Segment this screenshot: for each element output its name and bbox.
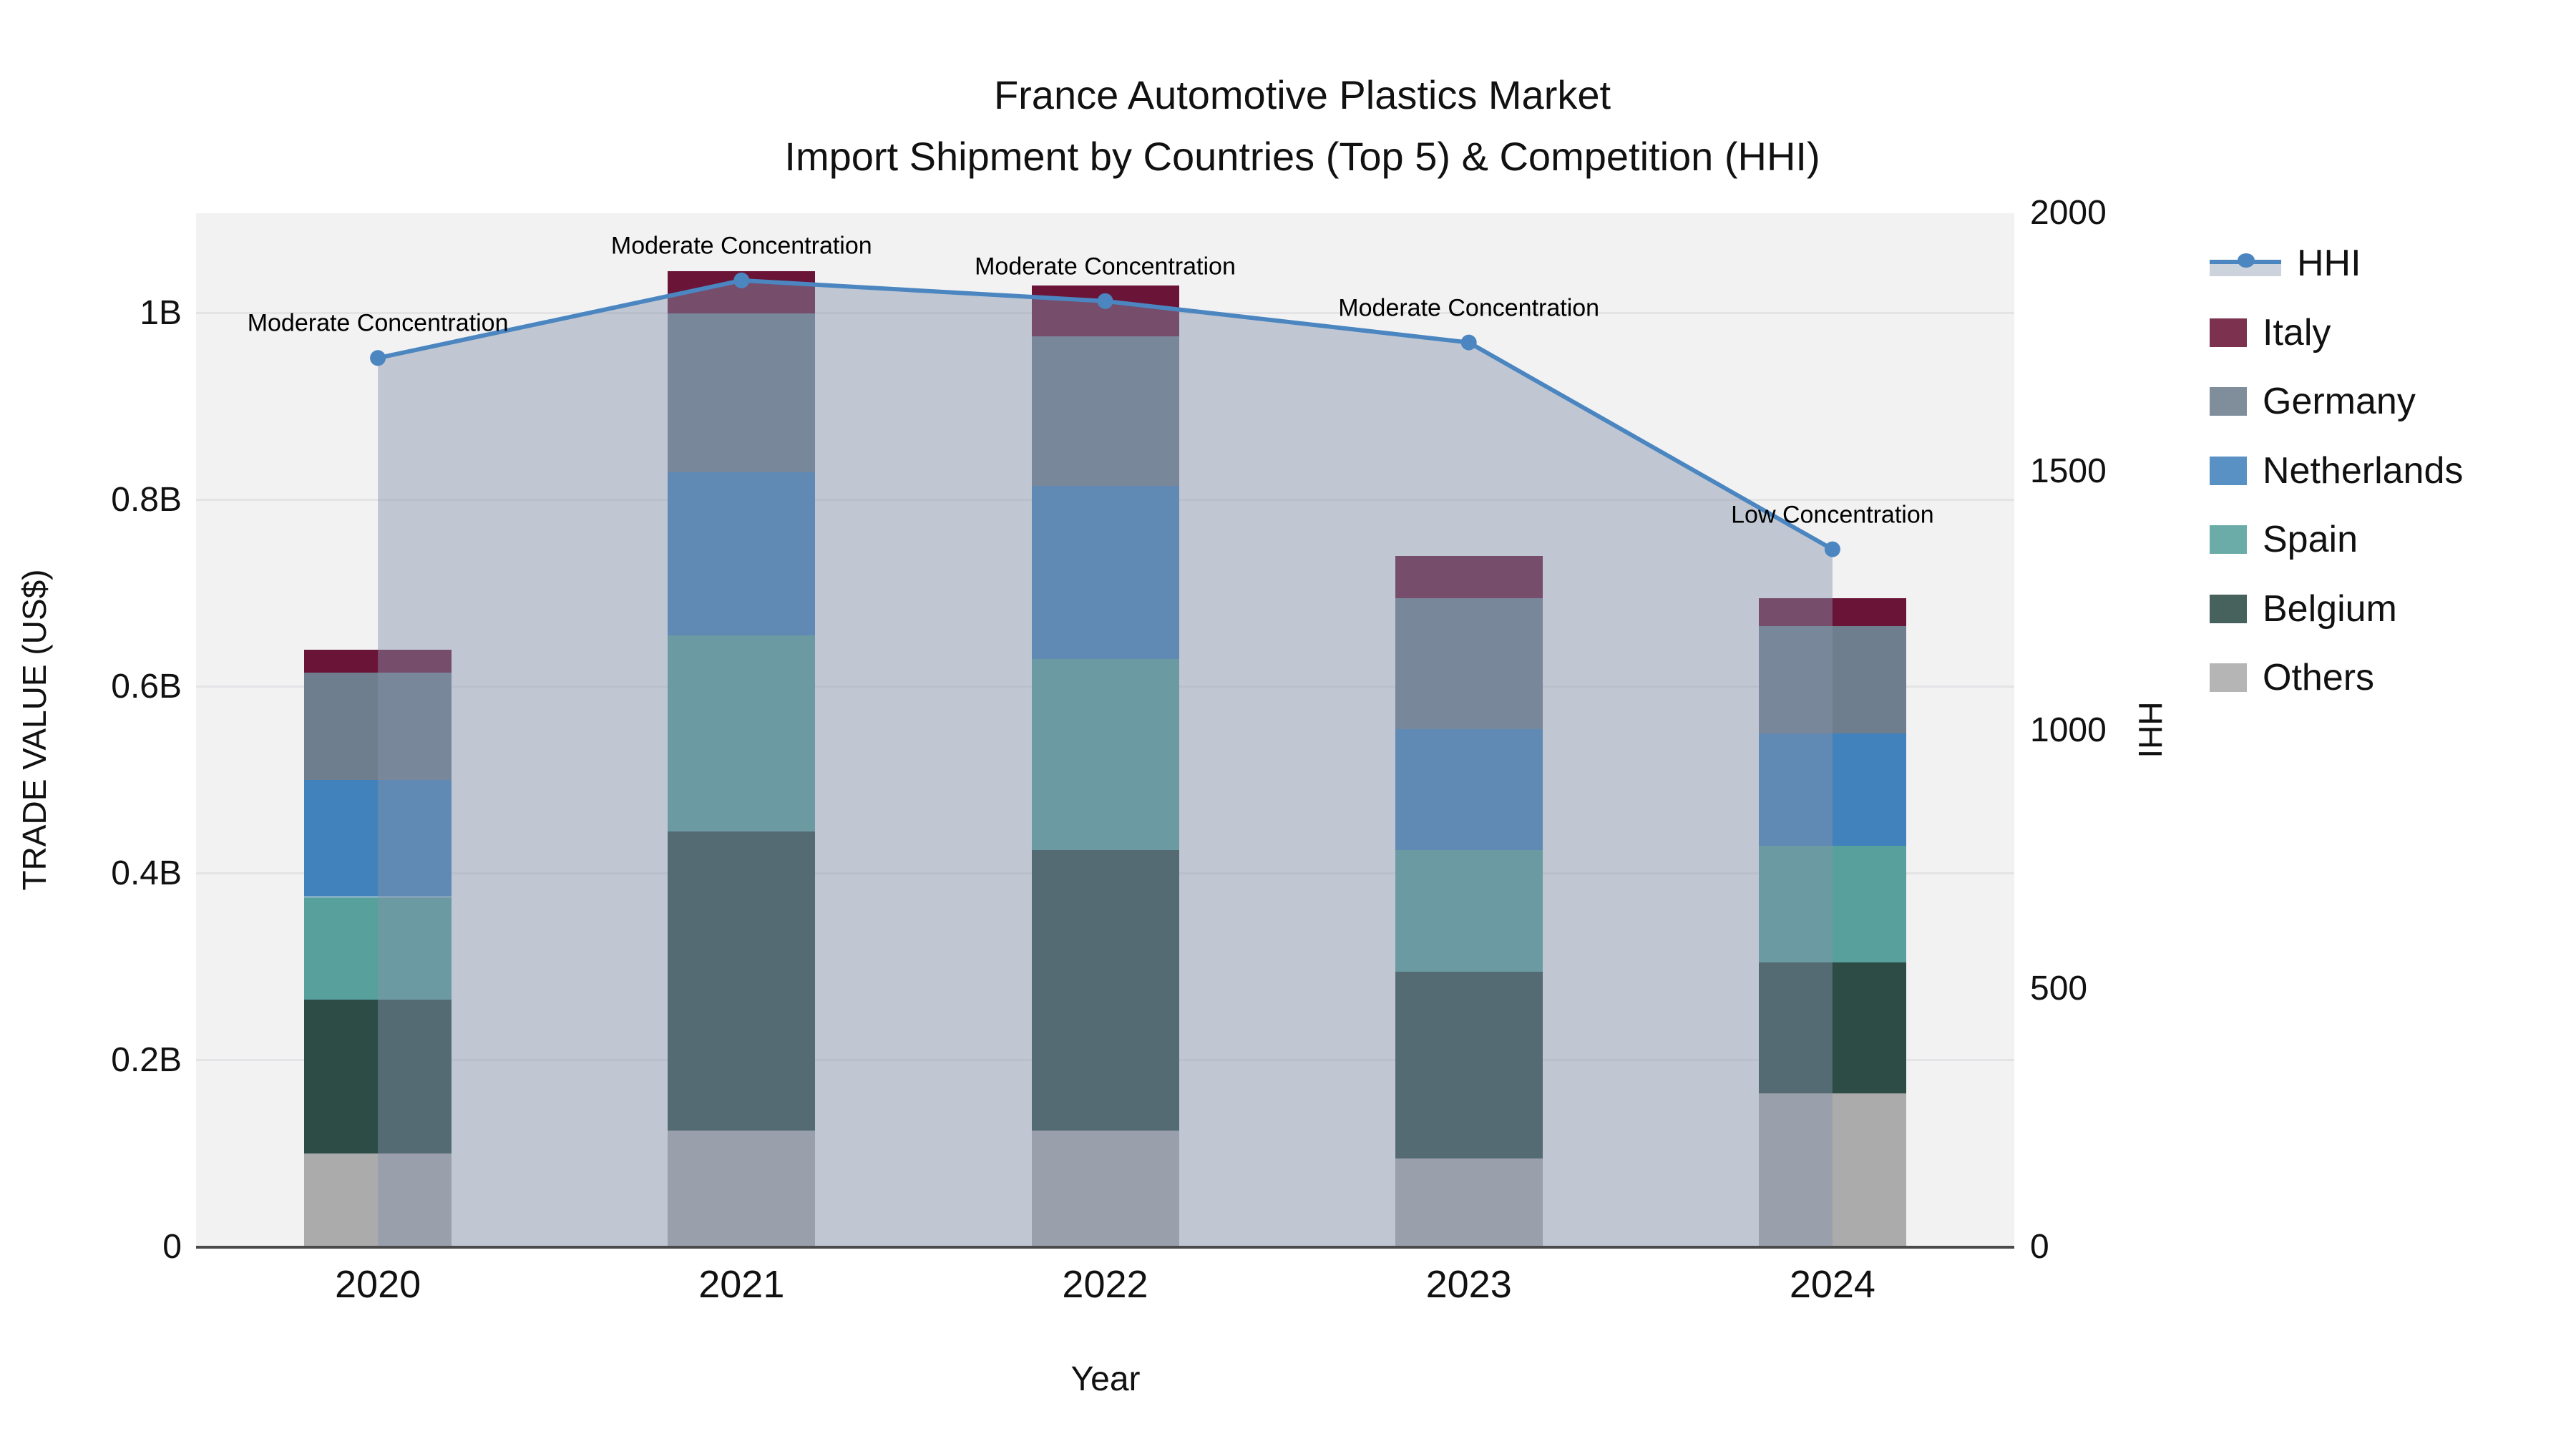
bar-segment-2022-belgium xyxy=(1031,850,1179,1131)
bar-segment-2022-germany xyxy=(1031,336,1179,487)
bar-segment-2023-germany xyxy=(1395,597,1543,729)
legend-item-spain[interactable]: Spain xyxy=(2210,517,2358,562)
legend-item-belgium[interactable]: Belgium xyxy=(2210,586,2397,632)
x-axis-line xyxy=(196,1246,2014,1249)
y-axis-right-title: HHI xyxy=(2132,701,2169,758)
legend-label-belgium: Belgium xyxy=(2263,587,2397,630)
legend-item-hhi[interactable]: HHI xyxy=(2210,240,2361,286)
y-right-tick-0: 0 xyxy=(2030,1228,2049,1266)
hhi-marker-2020 xyxy=(370,350,386,366)
annotation-2024: Low Concentration xyxy=(1731,501,1934,529)
x-tick-2020: 2020 xyxy=(335,1263,421,1306)
hhi-marker-2022 xyxy=(1097,293,1113,309)
y-left-tick-0.4B: 0.4B xyxy=(111,854,182,892)
legend-item-others[interactable]: Others xyxy=(2210,655,2374,701)
chart-title-line1: France Automotive Plastics Market xyxy=(993,72,1611,117)
y-right-tick-2000: 2000 xyxy=(2030,194,2107,232)
x-axis-title: Year xyxy=(1070,1360,1141,1398)
bar-segment-2023-others xyxy=(1395,1158,1543,1247)
hhi-marker-swatch xyxy=(2238,253,2255,268)
hhi-area-swatch xyxy=(2210,262,2281,276)
bar-segment-2022-others xyxy=(1031,1130,1179,1247)
annotation-2023: Moderate Concentration xyxy=(1338,294,1600,322)
y-left-tick-0: 0 xyxy=(162,1228,182,1266)
legend-swatch-germany xyxy=(2210,387,2247,416)
bar-segment-2020-others xyxy=(304,1153,452,1247)
bar-segment-2020-belgium xyxy=(304,1000,452,1154)
bar-segment-2021-others xyxy=(668,1130,816,1247)
hhi-marker-2023 xyxy=(1460,334,1477,351)
legend-label-netherlands: Netherlands xyxy=(2263,449,2464,492)
legend-label-spain: Spain xyxy=(2263,519,2358,560)
y-left-tick-1B: 1B xyxy=(140,293,182,332)
x-tick-2022: 2022 xyxy=(1062,1263,1148,1306)
legend-item-germany[interactable]: Germany xyxy=(2210,379,2416,424)
bar-segment-2021-belgium xyxy=(668,831,816,1131)
bar-segment-2020-spain xyxy=(304,897,452,1000)
y-left-tick-0.8B: 0.8B xyxy=(111,480,182,519)
y-left-tick-0.6B: 0.6B xyxy=(111,667,182,706)
bar-segment-2021-germany xyxy=(668,313,816,472)
hhi-legend-glyph xyxy=(2210,250,2281,276)
bar-segment-2021-spain xyxy=(668,635,816,832)
legend-label-hhi: HHI xyxy=(2297,243,2361,284)
bar-segment-2020-germany xyxy=(304,673,452,781)
bar-segment-2024-belgium xyxy=(1758,962,1906,1093)
legend-item-netherlands[interactable]: Netherlands xyxy=(2210,448,2463,494)
chart-title-line2: Import Shipment by Countries (Top 5) & C… xyxy=(784,134,1820,179)
legend-swatch-netherlands xyxy=(2210,456,2247,485)
bar-segment-2022-netherlands xyxy=(1031,486,1179,659)
legend-item-italy[interactable]: Italy xyxy=(2210,310,2331,356)
legend-swatch-others xyxy=(2210,663,2247,692)
annotation-2021: Moderate Concentration xyxy=(610,232,872,260)
y-right-tick-500: 500 xyxy=(2030,969,2088,1008)
bar-segment-2024-spain xyxy=(1758,845,1906,962)
bar-segment-2021-netherlands xyxy=(668,472,816,635)
legend-swatch-belgium xyxy=(2210,594,2247,623)
bar-segment-2020-italy xyxy=(304,649,452,673)
bar-segment-2023-belgium xyxy=(1395,971,1543,1158)
bar-segment-2022-spain xyxy=(1031,658,1179,851)
x-tick-2021: 2021 xyxy=(698,1263,785,1306)
y-right-tick-1500: 1500 xyxy=(2030,452,2107,491)
annotation-2022: Moderate Concentration xyxy=(975,253,1236,280)
bar-segment-2023-netherlands xyxy=(1395,728,1543,851)
annotation-2020: Moderate Concentration xyxy=(247,309,509,337)
y-right-tick-1000: 1000 xyxy=(2030,711,2107,749)
hhi-marker-2024 xyxy=(1824,541,1840,557)
legend-swatch-spain xyxy=(2210,525,2247,554)
legend-label-italy: Italy xyxy=(2263,311,2331,353)
legend-label-others: Others xyxy=(2263,657,2375,698)
legend-label-germany: Germany xyxy=(2263,381,2416,422)
bar-segment-2023-italy xyxy=(1395,556,1543,598)
x-tick-2023: 2023 xyxy=(1425,1263,1512,1306)
bar-segment-2020-netherlands xyxy=(304,780,452,897)
bar-segment-2023-spain xyxy=(1395,850,1543,972)
bar-segment-2024-netherlands xyxy=(1758,733,1906,846)
hhi-marker-2021 xyxy=(733,272,750,288)
y-left-tick-0.2B: 0.2B xyxy=(111,1040,182,1079)
legend-swatch-italy xyxy=(2210,318,2247,347)
bar-segment-2024-italy xyxy=(1758,597,1906,626)
y-axis-left-title: TRADE VALUE (US$) xyxy=(16,569,53,891)
x-tick-2024: 2024 xyxy=(1789,1263,1875,1306)
bar-segment-2024-others xyxy=(1758,1093,1906,1247)
bar-segment-2024-germany xyxy=(1758,625,1906,734)
hhi-area-fill xyxy=(378,280,1833,1247)
